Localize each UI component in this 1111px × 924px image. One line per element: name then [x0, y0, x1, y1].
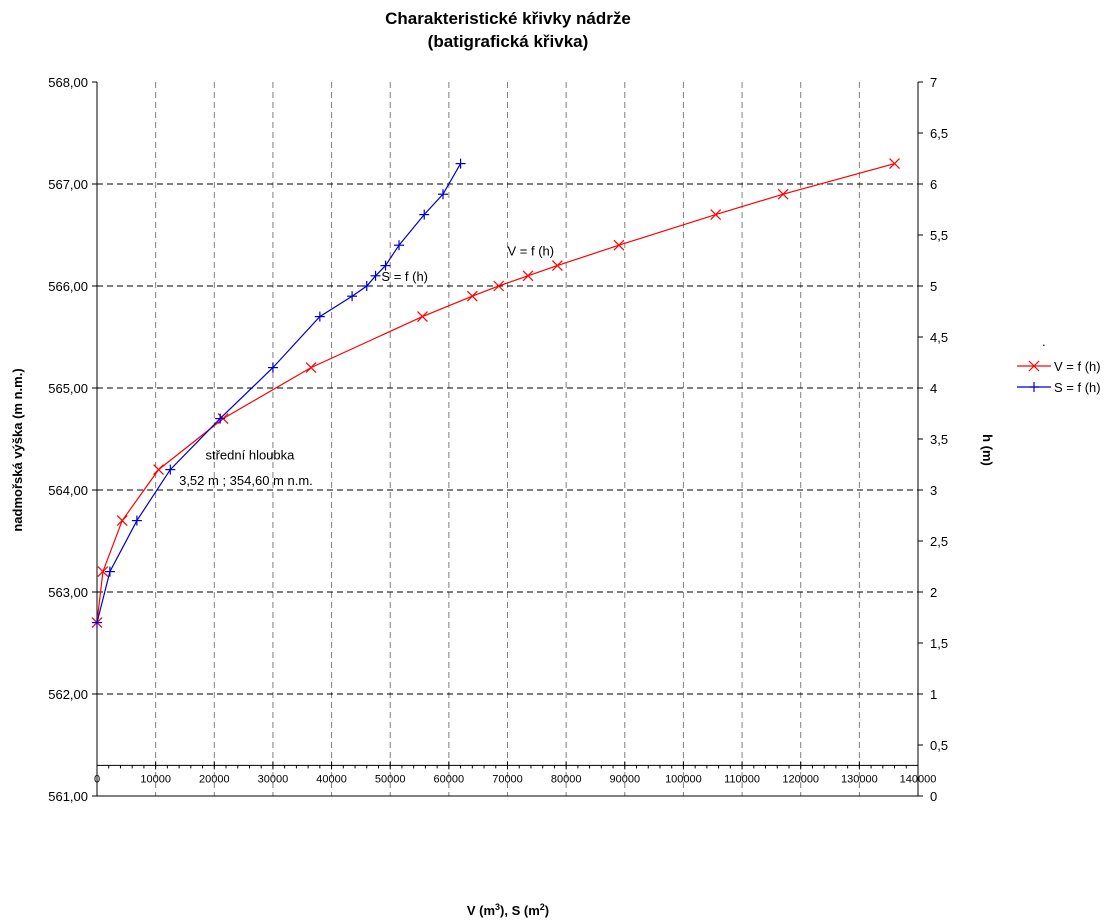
series-v-point — [778, 189, 788, 199]
x-tick-label: 10000 — [140, 773, 171, 785]
y-axis-ticks: 561,00 562,00 563,00 564,00 565,00 566,00 567,… — [48, 75, 97, 804]
y-tick-label: 567,00 — [48, 177, 88, 192]
series-layer — [92, 159, 900, 628]
y2-tick-label: 3,5 — [930, 432, 948, 447]
y-axis-label: nadmořská výška (m n.m.) — [10, 368, 25, 531]
series-v-point — [467, 291, 477, 301]
series-s-point — [347, 291, 357, 301]
series-s-line — [97, 164, 461, 623]
y2-tick-label: 3 — [930, 483, 937, 498]
annotation-label: střední hloubka — [205, 447, 295, 462]
legend-entry-label: V = f (h) — [1054, 359, 1101, 374]
chart-subtitle: (batigrafická křivka) — [428, 32, 589, 51]
series-v-point — [890, 159, 900, 169]
x-axis-label: V (m3), S (m2) — [467, 902, 549, 918]
annotation-label: V = f (h) — [508, 243, 555, 258]
series-s-point — [456, 159, 466, 169]
annotation-label: S = f (h) — [381, 269, 428, 284]
x-tick-label: 120000 — [782, 773, 819, 785]
series-v-line — [97, 164, 895, 623]
y2-tick-label: 4 — [930, 381, 937, 396]
series-s-point — [132, 516, 142, 526]
series-v-point — [306, 363, 316, 373]
legend-entry-label: S = f (h) — [1054, 380, 1101, 395]
x-tick-label: 100000 — [665, 773, 702, 785]
y2-tick-label: 2,5 — [930, 534, 948, 549]
annotations: V = f (h) S = f (h) střední hloubka 3,52 m … — [179, 243, 554, 488]
axes — [97, 82, 918, 796]
y-tick-label: 564,00 — [48, 483, 88, 498]
legend-title: . — [1042, 334, 1046, 349]
series-v-point — [711, 210, 721, 220]
chart-title: Charakteristické křivky nádrže — [385, 9, 631, 28]
series-v-point — [614, 240, 624, 250]
x-tick-label: 0 — [94, 773, 100, 785]
y-tick-label: 566,00 — [48, 279, 88, 294]
series-v-point — [552, 261, 562, 271]
y2-tick-label: 1 — [930, 687, 937, 702]
series-v-point — [154, 465, 164, 475]
y2-tick-label: 6,5 — [930, 126, 948, 141]
y2-tick-label: 2 — [930, 585, 937, 600]
x-tick-label: 20000 — [199, 773, 230, 785]
x-tick-label: 140000 — [900, 773, 937, 785]
y2-tick-label: 1,5 — [930, 636, 948, 651]
x-tick-label: 40000 — [316, 773, 347, 785]
x-tick-label: 30000 — [258, 773, 289, 785]
y-tick-label: 565,00 — [48, 381, 88, 396]
y2-axis-ticks: 0 0,5 1 1,5 2 2,5 3 3,5 4 4,5 5 5,5 6 6,5 7 — [918, 75, 948, 804]
y2-tick-label: 0 — [930, 789, 937, 804]
y2-tick-label: 4,5 — [930, 330, 948, 345]
x-tick-label: 90000 — [609, 773, 640, 785]
series-v-point — [117, 516, 127, 526]
y-tick-label: 562,00 — [48, 687, 88, 702]
x-tick-label: 50000 — [375, 773, 406, 785]
x-tick-label: 80000 — [551, 773, 582, 785]
y-tick-label: 561,00 — [48, 789, 88, 804]
legend: . V = f (h) S = f (h) — [1017, 334, 1101, 395]
x-tick-label: 70000 — [492, 773, 523, 785]
x-tick-label: 60000 — [434, 773, 465, 785]
y2-axis-label: h (m) — [980, 434, 995, 466]
y2-tick-label: 5,5 — [930, 228, 948, 243]
annotation-label: 3,52 m ; 354,60 m n.m. — [179, 473, 313, 488]
y2-tick-label: 0,5 — [930, 738, 948, 753]
x-tick-label: 130000 — [841, 773, 878, 785]
legend-marker — [1029, 382, 1039, 392]
y2-tick-label: 7 — [930, 75, 937, 90]
x-tick-label: 110000 — [724, 773, 760, 785]
y2-tick-label: 6 — [930, 177, 937, 192]
series-v-point — [523, 271, 533, 281]
y2-tick-label: 5 — [930, 279, 937, 294]
y-tick-label: 563,00 — [48, 585, 88, 600]
gridlines — [97, 82, 918, 796]
series-v-point — [417, 312, 427, 322]
y-tick-label: 568,00 — [48, 75, 88, 90]
